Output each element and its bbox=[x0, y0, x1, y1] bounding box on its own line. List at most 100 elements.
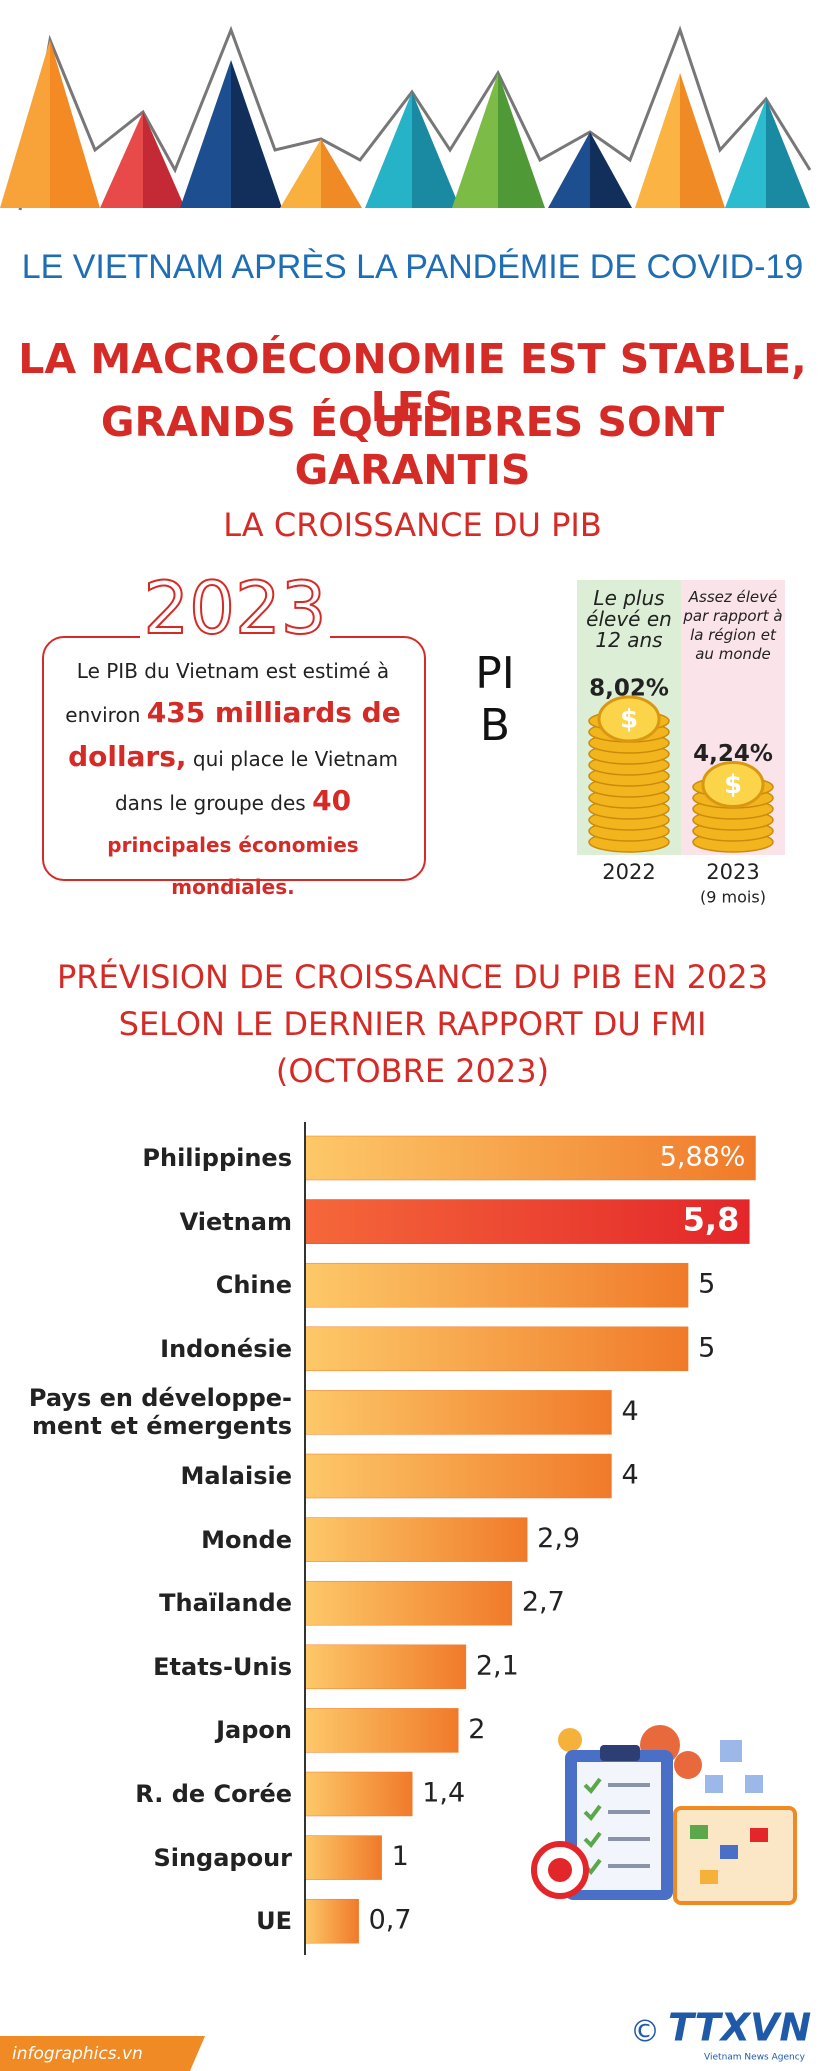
axis-label: PIB bbox=[475, 648, 515, 751]
category-label: Etats-Unis bbox=[153, 1652, 292, 1681]
agency: TTXVN bbox=[668, 2006, 811, 2050]
year: 2023 bbox=[140, 565, 330, 651]
annotation: Le plus élevé en 12 ans bbox=[586, 586, 672, 652]
coin-top bbox=[597, 695, 661, 743]
peak bbox=[680, 73, 725, 208]
title-line: LA MACROÉCONOMIE EST STABLE, LES bbox=[18, 335, 807, 431]
peak bbox=[180, 60, 231, 208]
category-label: Malaisie bbox=[180, 1462, 292, 1490]
category-label: 2023 bbox=[706, 860, 759, 884]
title-line: GRANDS ÉQUILIBRES SONT GARANTIS bbox=[100, 398, 725, 494]
text: qui place le Vietnam dans le groupe des bbox=[114, 747, 398, 815]
peak bbox=[590, 132, 632, 208]
value-label: 5,8 bbox=[683, 1201, 740, 1239]
category-label: Monde bbox=[201, 1525, 292, 1554]
value-label: 2,1 bbox=[476, 1650, 519, 1681]
bar bbox=[304, 1326, 689, 1372]
value-label: 2 bbox=[468, 1714, 485, 1745]
chart-title: PRÉVISION DE CROISSANCE DU PIB EN 2023 bbox=[57, 958, 768, 996]
coin-stack: $ bbox=[692, 761, 774, 853]
illustration bbox=[531, 1725, 797, 1905]
category-label: Chine bbox=[215, 1271, 292, 1300]
category-label: Pays en développe- ment et émergents bbox=[28, 1384, 292, 1441]
section-heading: LA CROISSANCE DU PIB bbox=[223, 506, 602, 544]
bar bbox=[304, 1580, 513, 1626]
highlight: 435 milliards de dollars, bbox=[68, 696, 401, 773]
value-label: 1 bbox=[392, 1841, 409, 1872]
value-label: 5 bbox=[698, 1332, 715, 1363]
highlight: 40 bbox=[312, 784, 352, 817]
bar bbox=[304, 1390, 612, 1435]
peak bbox=[143, 112, 185, 208]
bar bbox=[304, 1644, 467, 1690]
clip bbox=[600, 1745, 640, 1761]
bulb bbox=[558, 1728, 582, 1752]
peak bbox=[498, 73, 545, 208]
peak bbox=[725, 99, 766, 208]
peak bbox=[321, 139, 362, 208]
bar bbox=[304, 1517, 528, 1562]
value-label: 2,9 bbox=[537, 1523, 580, 1554]
bar bbox=[304, 1835, 382, 1880]
check bbox=[583, 1804, 602, 1822]
category-label: 2022 bbox=[602, 860, 655, 884]
peak bbox=[365, 92, 412, 208]
node bbox=[720, 1740, 742, 1762]
source: infographics.vn bbox=[12, 2044, 143, 2064]
note bbox=[700, 1870, 718, 1884]
note bbox=[750, 1828, 768, 1842]
chart-title: SELON LE DERNIER RAPPORT DU FMI bbox=[118, 1005, 707, 1043]
coin-symbol: $ bbox=[724, 770, 742, 800]
value-label: 0,7 bbox=[369, 1905, 412, 1936]
coin-symbol: $ bbox=[620, 704, 638, 734]
subtitle: LE VIETNAM APRÈS LA PANDÉMIE DE COVID-19 bbox=[21, 248, 804, 286]
value-label: 4 bbox=[621, 1460, 638, 1491]
coin-stack: $ bbox=[588, 695, 670, 853]
peak bbox=[231, 60, 282, 208]
bar bbox=[304, 1199, 750, 1244]
peak bbox=[50, 40, 100, 208]
target-center bbox=[548, 1858, 572, 1882]
footer-strip bbox=[0, 2036, 205, 2071]
info-text: Le PIB du Vietnam est estimé à environ 4… bbox=[52, 650, 414, 908]
chart-title: (OCTOBRE 2023) bbox=[275, 1052, 550, 1090]
text: Le PIB du Vietnam est estimé à environ bbox=[65, 659, 390, 727]
note bbox=[690, 1825, 708, 1839]
copyright: © bbox=[630, 2015, 660, 2050]
category-label: Thaïlande bbox=[159, 1589, 292, 1618]
value-label: 2,7 bbox=[522, 1587, 565, 1618]
category-label: Singapour bbox=[153, 1843, 292, 1872]
value-label: 4,24% bbox=[693, 741, 773, 767]
value-label: 1,4 bbox=[422, 1778, 465, 1809]
category-label: Indonésie bbox=[160, 1334, 292, 1363]
gear bbox=[674, 1751, 702, 1779]
category-label: Vietnam bbox=[179, 1207, 292, 1236]
value-label: 5 bbox=[698, 1269, 715, 1300]
peak bbox=[412, 92, 460, 208]
node bbox=[705, 1775, 723, 1793]
note bbox=[720, 1845, 738, 1859]
category-label: Philippines bbox=[142, 1144, 292, 1172]
period-note: (9 mois) bbox=[700, 888, 766, 907]
check bbox=[583, 1831, 602, 1849]
value-label: 8,02% bbox=[589, 675, 669, 701]
coin-top bbox=[701, 761, 765, 809]
peak bbox=[635, 73, 680, 208]
bar bbox=[304, 1898, 359, 1944]
peak bbox=[0, 40, 50, 208]
highlight: principales économies mondiales. bbox=[107, 833, 359, 899]
check bbox=[583, 1777, 602, 1795]
mountains bbox=[0, 25, 812, 211]
value-label: 4 bbox=[621, 1396, 638, 1427]
peak bbox=[280, 139, 321, 208]
value-label: 5,88% bbox=[660, 1142, 746, 1173]
bar bbox=[304, 1262, 689, 1308]
agency-sub: Vietnam News Agency bbox=[704, 2053, 806, 2063]
category-label: Japon bbox=[216, 1716, 292, 1745]
bar bbox=[304, 1771, 413, 1817]
lines bbox=[608, 1783, 650, 1868]
category-label: R. de Corée bbox=[135, 1780, 292, 1808]
category-label: UE bbox=[256, 1907, 292, 1936]
peak bbox=[766, 99, 810, 208]
